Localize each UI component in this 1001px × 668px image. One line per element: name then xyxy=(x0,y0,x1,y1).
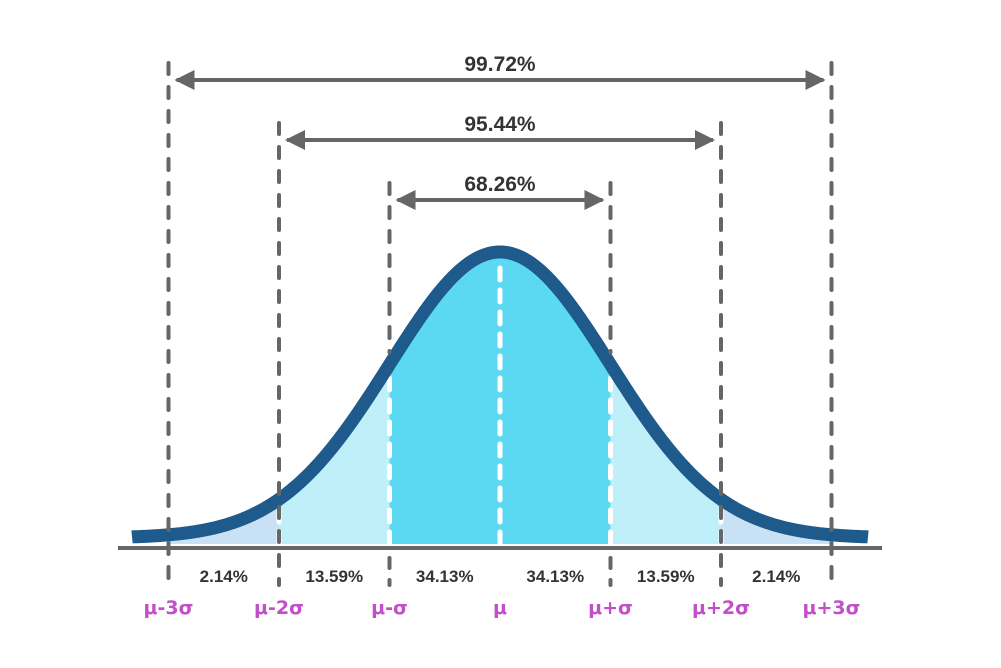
segment-label-3: 34.13% xyxy=(526,567,584,586)
range-label-1sigma: 68.26% xyxy=(464,173,536,196)
range-label-3sigma: 99.72% xyxy=(464,53,536,76)
sigma-label--2: μ-2σ xyxy=(254,597,304,619)
sigma-label-0: μ xyxy=(493,597,507,619)
range-label-2sigma: 95.44% xyxy=(464,113,536,136)
segment-label-1: 13.59% xyxy=(305,567,363,586)
sigma-label--3: μ-3σ xyxy=(144,597,194,619)
curve-region-2 xyxy=(389,252,500,544)
bell-curve-line xyxy=(126,245,874,544)
sigma-label-2: μ+2σ xyxy=(692,597,750,619)
segment-label-2: 34.13% xyxy=(416,567,474,586)
segment-label-4: 13.59% xyxy=(637,567,695,586)
curve-region-3 xyxy=(500,252,611,544)
segment-label-0: 2.14% xyxy=(200,567,248,586)
segment-label-5: 2.14% xyxy=(752,567,800,586)
sigma-label--1: μ-σ xyxy=(371,597,408,619)
sigma-label-1: μ+σ xyxy=(588,597,633,619)
sigma-label-3: μ+3σ xyxy=(803,597,861,619)
